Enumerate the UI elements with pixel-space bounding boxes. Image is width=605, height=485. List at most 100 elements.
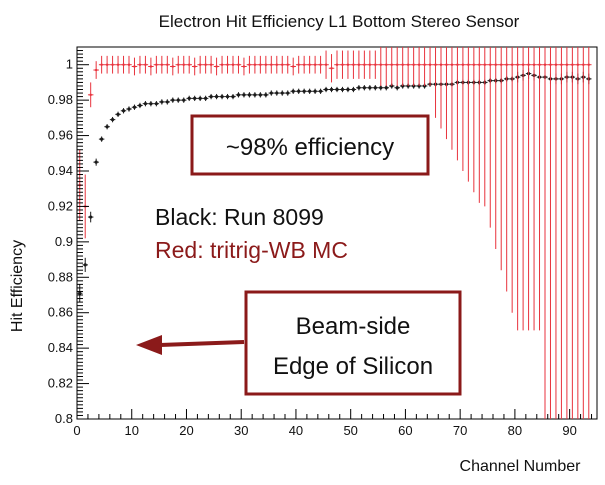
data-point [100,137,104,141]
data-point [346,87,350,92]
data-point [401,63,404,66]
data-point [538,63,541,66]
y-tick-label: 0.9 [55,234,73,249]
data-point [138,103,142,108]
data-point [242,93,246,97]
data-point [193,96,197,100]
data-point [500,63,503,66]
data-point [94,160,98,164]
legend-entry-mc: Red: tritrig-WB MC [155,237,348,263]
data-point [302,89,306,93]
beam-side-arrow-head [136,335,162,355]
data-point [166,63,169,66]
data-point [149,65,152,68]
data-point [511,63,514,66]
data-point [324,87,328,92]
data-point [149,102,153,106]
data-point [340,87,345,92]
data-point [587,63,590,66]
data-point [357,63,360,66]
data-point [341,63,344,66]
data-point [232,63,234,66]
data-point [385,63,388,66]
y-tick-label: 0.94 [48,163,73,178]
data-point [236,93,241,97]
x-tick-label: 90 [562,423,576,438]
beam-side-callout-box [244,290,462,396]
data-point [280,91,284,95]
x-tick-label: 60 [398,423,412,438]
x-tick-label: 10 [125,423,139,438]
data-point [330,67,333,70]
data-point [313,89,317,93]
data-point [258,93,262,97]
data-point [89,93,92,96]
efficiency-callout-box [190,114,430,176]
data-point [188,63,191,66]
data-point [423,63,426,66]
x-tick-label: 70 [453,423,467,438]
data-point [248,63,251,66]
data-point [379,63,382,66]
data-point [160,63,163,66]
x-tick-label: 0 [73,423,80,438]
data-point [275,91,279,95]
axes: 0 10 20 30 40 50 60 70 80 90 0.8 0.82 0.84 0.86 0.88 0.… [48,46,593,438]
data-point [83,263,87,267]
data-point [182,98,186,102]
beam-side-callout-line1: Beam-side [296,313,411,340]
beam-side-callout-line2: Edge of Silicon [273,353,433,380]
data-point [154,102,158,106]
data-point [214,95,219,99]
data-point [456,63,459,66]
y-tick-label: 0.82 [48,376,73,391]
y-tick-label: 0.88 [48,269,73,284]
data-point [351,87,356,92]
y-tick-label: 0.84 [48,340,73,355]
y-tick-label: 0.86 [48,305,73,320]
data-point [176,98,180,102]
data-point [571,63,574,66]
data-point [269,91,273,95]
data-point [396,63,399,66]
data-point [121,109,126,113]
data-point [352,63,355,66]
data-point [461,63,464,66]
data-point [489,63,492,66]
data-point [390,63,393,66]
data-point [264,93,268,97]
data-point [199,63,202,66]
data-point [105,125,109,129]
data-point [89,215,93,219]
data-point [560,63,563,66]
data-point [373,86,377,90]
data-point [494,63,497,66]
data-point [527,63,530,66]
y-axis-label: Hit Efficiency [9,240,26,332]
data-point [128,63,130,66]
data-point [374,63,377,66]
data-point [143,102,148,106]
y-tick-label: 1 [66,57,73,72]
data-point [95,69,98,72]
data-point [346,63,349,66]
plot-area-border [76,46,598,420]
data-point [259,63,262,66]
data-point [106,63,109,66]
data-point [314,63,317,66]
beam-side-callout: Beam-side Edge of Silicon [136,290,462,396]
data-point [418,63,421,66]
data-point [335,87,339,92]
data-point [116,112,120,116]
data-point [221,63,224,66]
data-point [379,86,383,90]
data-point [363,63,366,66]
legend-entry-run: Black: Run 8099 [155,204,324,230]
data-point [193,65,196,68]
y-tick-label: 0.8 [55,411,73,426]
data-point [237,63,240,66]
data-point [155,63,158,66]
data-point [204,63,207,66]
y-tick-label: 0.92 [48,198,73,213]
data-point [429,63,432,66]
